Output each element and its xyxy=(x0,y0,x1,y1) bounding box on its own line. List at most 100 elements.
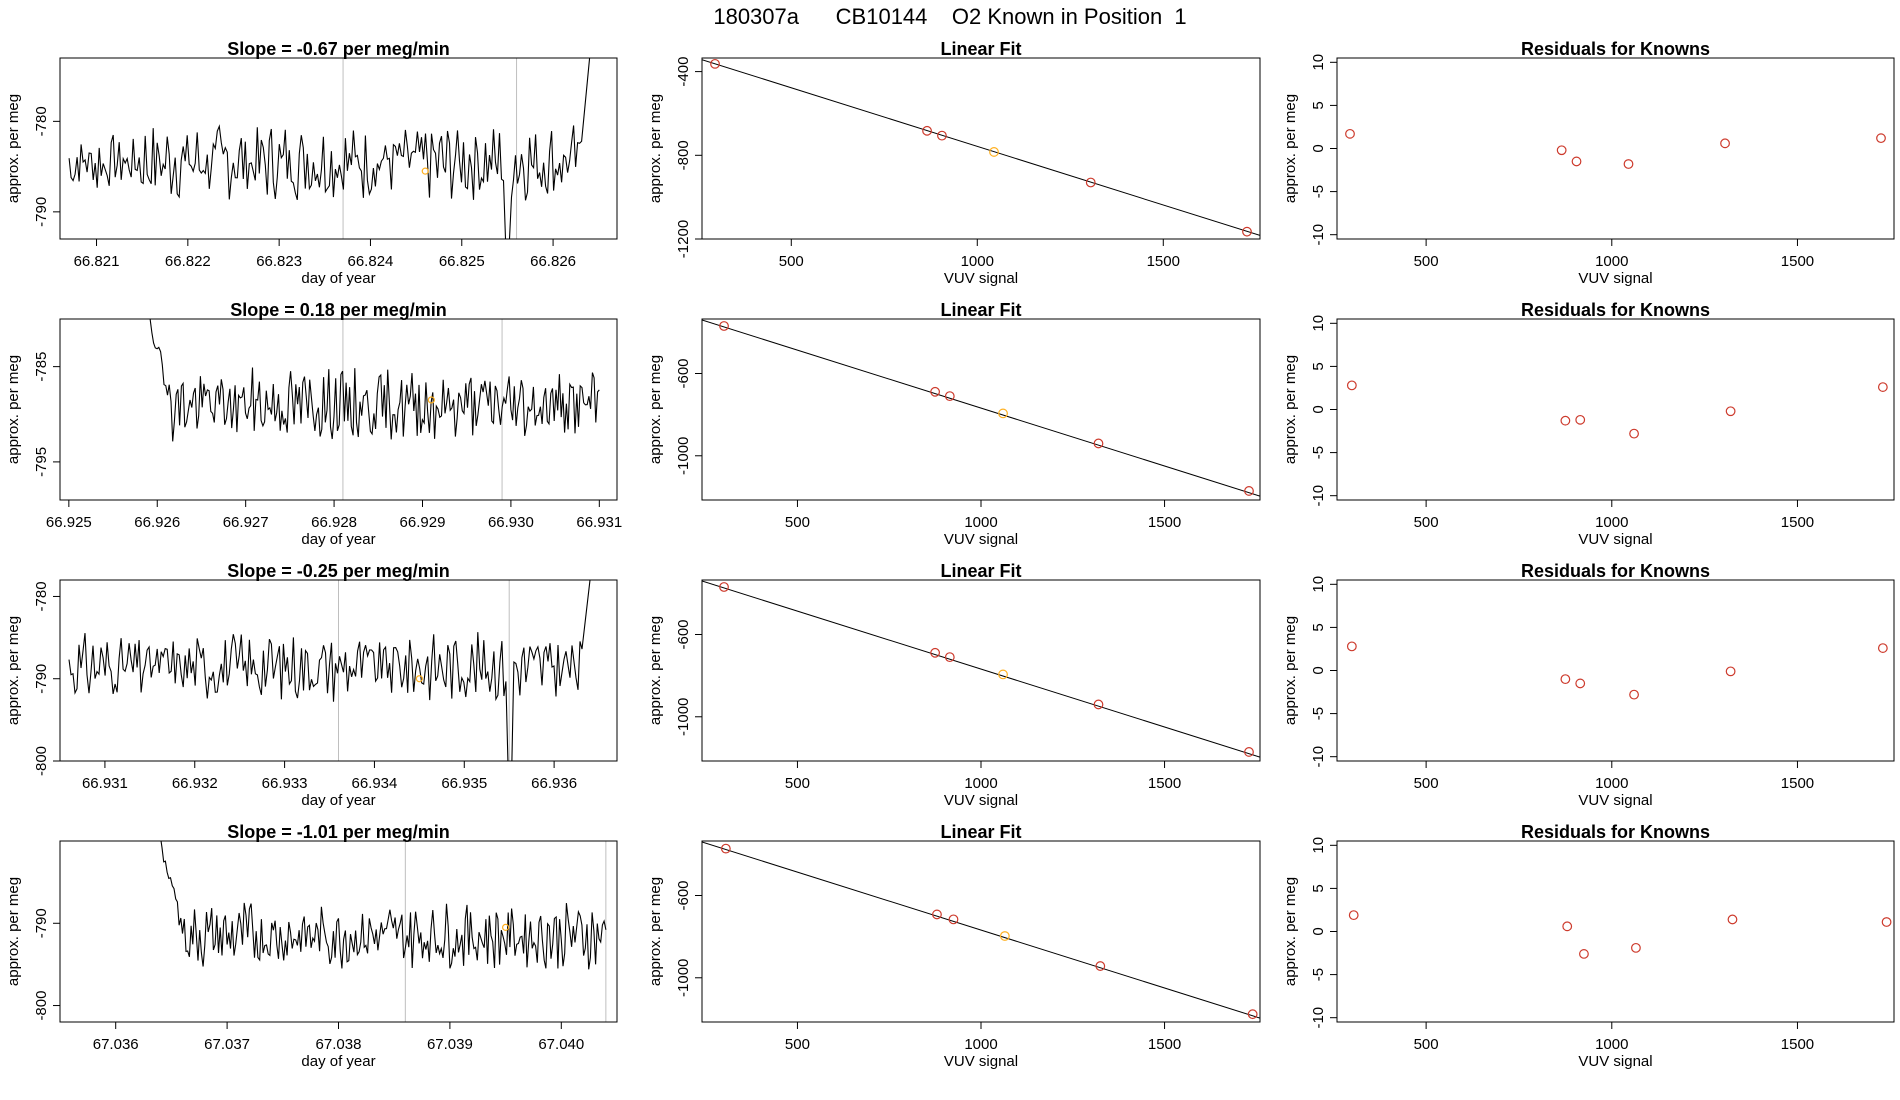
y-tick-label: -1000 xyxy=(675,959,692,997)
data-point xyxy=(1242,226,1252,237)
x-tick-label: 67.038 xyxy=(316,1036,362,1053)
data-point xyxy=(1348,910,1359,921)
y-tick-label: -1000 xyxy=(675,698,692,736)
panel-drift-3: Slope = -0.25 per meg/min 66.931 66.932 66.… xyxy=(5,561,618,809)
data-point xyxy=(1095,961,1106,971)
y-tick-label: -600 xyxy=(675,880,692,910)
data-point xyxy=(1560,674,1571,685)
x-axis-label: VUV signal xyxy=(1578,792,1652,809)
y-tick-label: -780 xyxy=(33,581,50,611)
data-point xyxy=(1631,942,1641,953)
data-point xyxy=(937,130,947,141)
y-tick-label: 10 xyxy=(1310,576,1327,593)
x-tick-label: 1000 xyxy=(964,514,997,531)
x-tick-label: 1000 xyxy=(964,775,997,792)
x-axis-label: day of year xyxy=(301,792,375,809)
x-tick-label: 500 xyxy=(1414,253,1439,270)
x-tick-label: 500 xyxy=(1414,1036,1439,1053)
x-axis-label: VUV signal xyxy=(1578,270,1652,287)
x-tick-label: 67.037 xyxy=(204,1036,250,1053)
y-tick-label: 5 xyxy=(1310,101,1327,109)
panel-title: Slope = -0.25 per meg/min xyxy=(227,561,450,581)
y-tick-label: 5 xyxy=(1310,362,1327,370)
x-tick-label: 1500 xyxy=(1781,775,1814,792)
x-axis-label: VUV signal xyxy=(1578,531,1652,548)
plot-frame xyxy=(59,579,618,762)
y-tick-label: -5 xyxy=(1310,446,1327,459)
x-tick-label: 66.933 xyxy=(262,775,308,792)
data-point xyxy=(1877,643,1888,653)
y-tick-label: -10 xyxy=(1310,746,1327,768)
x-tick-label: 1000 xyxy=(1595,1036,1628,1053)
x-tick-label: 66.934 xyxy=(351,775,397,792)
fit-line xyxy=(702,319,1260,497)
y-axis-label: approx. per meg xyxy=(647,355,664,464)
x-tick-label: 500 xyxy=(1414,514,1439,531)
x-tick-label: 500 xyxy=(785,514,810,531)
data-series-line xyxy=(68,580,591,761)
x-tick-label: 1000 xyxy=(1595,514,1628,531)
data-series-line xyxy=(149,319,600,442)
y-tick-label: 0 xyxy=(1310,144,1327,152)
x-tick-label: 1000 xyxy=(1595,253,1628,270)
data-point xyxy=(1562,921,1573,932)
x-tick-label: 66.931 xyxy=(82,775,128,792)
y-tick-label: -10 xyxy=(1310,224,1327,246)
panel-resid-1: Residuals for Knowns 500 1000 1500 10 5 0 -5 -10… xyxy=(1282,39,1895,287)
data-point xyxy=(720,843,731,854)
plot-frame xyxy=(701,579,1261,762)
data-point xyxy=(922,125,932,136)
y-axis-label: approx. per meg xyxy=(647,877,664,986)
x-tick-label: 66.935 xyxy=(441,775,487,792)
figure-title: 180307a CB10144 O2 Known in Position 1 xyxy=(713,4,1187,29)
data-series-line xyxy=(160,841,607,970)
data-point xyxy=(1093,438,1104,449)
panel-resid-2: Residuals for Knowns 500 1000 1500 10 5 0 -5 -10… xyxy=(1282,300,1895,548)
data-point xyxy=(1247,1009,1258,1020)
panel-drift-4: Slope = -1.01 per meg/min 67.036 67.037 67.… xyxy=(5,822,618,1070)
data-point xyxy=(1346,380,1357,391)
data-point xyxy=(1244,486,1254,496)
x-tick-label: 66.928 xyxy=(311,514,357,531)
plot-area xyxy=(149,319,600,500)
x-axis-label: VUV signal xyxy=(944,1053,1018,1070)
x-axis-label: VUV signal xyxy=(944,792,1018,809)
x-tick-label: 1500 xyxy=(1148,1036,1181,1053)
x-tick-label: 67.039 xyxy=(427,1036,473,1053)
fit-line xyxy=(702,841,1260,1019)
y-tick-label: -790 xyxy=(33,908,50,938)
y-tick-label: 5 xyxy=(1310,623,1327,631)
y-tick-label: 0 xyxy=(1310,666,1327,674)
plot-frame xyxy=(59,57,618,240)
x-tick-label: 66.825 xyxy=(439,253,485,270)
panel-drift-1: Slope = -0.67 per meg/min 66.821 66.822 66.… xyxy=(5,39,618,287)
x-tick-label: 66.930 xyxy=(488,514,534,531)
data-point xyxy=(1623,159,1634,169)
plot-area xyxy=(702,58,1260,237)
y-tick-label: -800 xyxy=(33,991,50,1021)
x-tick-label: 66.821 xyxy=(74,253,120,270)
data-point xyxy=(1629,689,1639,700)
y-tick-label: -790 xyxy=(33,197,50,227)
plot-area xyxy=(160,841,607,1022)
plot-frame xyxy=(1336,57,1895,240)
data-point xyxy=(1346,641,1357,652)
x-tick-label: 1000 xyxy=(1595,775,1628,792)
highlight-point xyxy=(415,675,423,683)
panel-fit-2: Linear Fit 500 1000 1500 -600 -1000 VUV signal… xyxy=(647,300,1261,548)
data-point xyxy=(1876,133,1886,144)
panel-title: Linear Fit xyxy=(940,39,1021,59)
y-tick-label: -10 xyxy=(1310,1007,1327,1029)
plot-frame xyxy=(1336,579,1895,762)
x-tick-label: 66.932 xyxy=(172,775,218,792)
highlight-point xyxy=(421,167,429,175)
y-tick-label: 10 xyxy=(1310,315,1327,332)
y-tick-label: -1000 xyxy=(675,437,692,475)
x-tick-label: 66.926 xyxy=(134,514,180,531)
plot-frame xyxy=(59,840,618,1023)
y-axis-label: approx. per meg xyxy=(5,616,22,725)
x-tick-label: 1500 xyxy=(1781,514,1814,531)
x-tick-label: 1500 xyxy=(1781,253,1814,270)
x-tick-label: 1000 xyxy=(964,1036,997,1053)
y-axis-label: approx. per meg xyxy=(647,616,664,725)
